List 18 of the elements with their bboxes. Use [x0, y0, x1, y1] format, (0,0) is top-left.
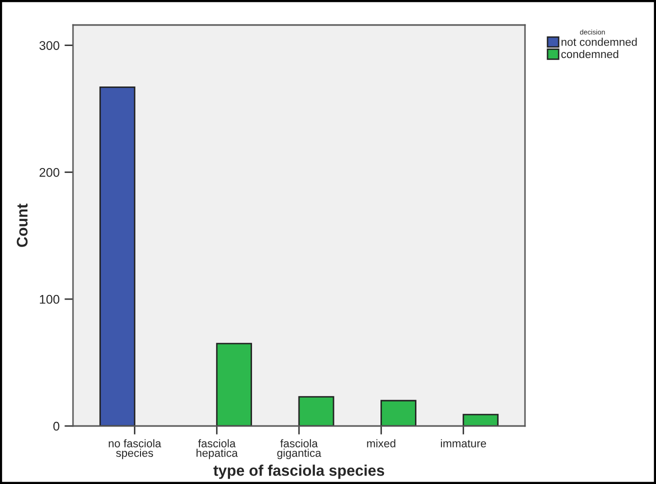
x-tick-label: immature	[440, 439, 486, 448]
bar	[462, 414, 499, 426]
x-axis-title: type of fasciola species	[213, 464, 384, 479]
x-tick-label: no fasciola species	[108, 439, 162, 460]
x-tick-label: fasciola gigantica	[277, 439, 322, 460]
y-tick-label: 200	[40, 168, 60, 177]
y-tick-label: 100	[40, 294, 60, 304]
bar	[216, 342, 252, 426]
legend-label: condemned	[561, 50, 618, 58]
legend-label: not condemned	[562, 38, 637, 46]
bar	[99, 86, 136, 426]
x-tick-label: fasciola hepatica	[196, 439, 238, 460]
y-tick-label: 0	[53, 422, 60, 431]
bar	[298, 396, 334, 426]
bar	[380, 400, 416, 426]
y-axis-title: Count	[16, 204, 28, 247]
x-tick-label: mixed	[367, 439, 396, 448]
y-tick-label: 300	[39, 41, 60, 50]
